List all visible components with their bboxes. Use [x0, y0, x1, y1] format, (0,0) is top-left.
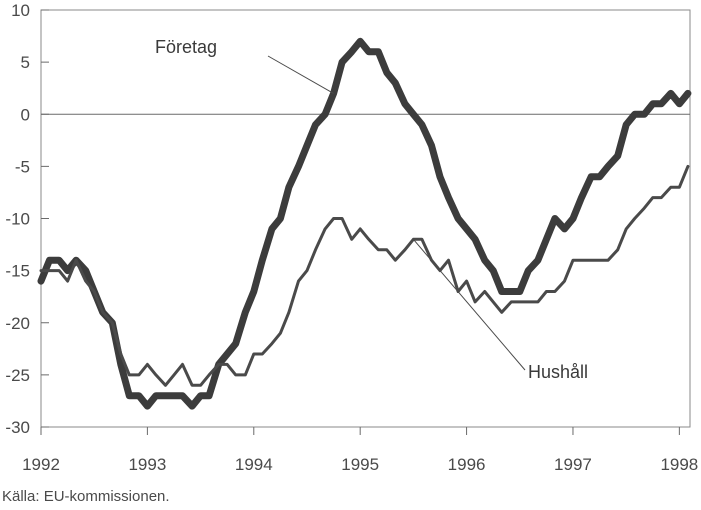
y-tick-label: -30 [5, 418, 30, 437]
annotations-layer: Företag Hushåll [155, 37, 588, 382]
x-tick-label: 1997 [554, 455, 592, 474]
series-label: Hushåll [528, 362, 588, 382]
annotation-leader-line [412, 239, 526, 371]
y-tick-label: -10 [5, 210, 30, 229]
x-axis: 1992 1993 1994 1995 1996 1997 1998 [22, 427, 698, 474]
x-tick-label: 1993 [128, 455, 166, 474]
y-tick-label: -25 [5, 366, 30, 385]
x-tick-label: 1998 [660, 455, 698, 474]
series-label: Företag [155, 37, 217, 57]
y-tick-label: -20 [5, 314, 30, 333]
plot-frame [40, 9, 691, 428]
source-note: Källa: EU-kommissionen. [2, 488, 170, 505]
x-tick-label: 1994 [235, 455, 273, 474]
y-tick-label: 0 [21, 105, 30, 124]
x-tick-label: 1995 [341, 455, 379, 474]
y-axis: 10 5 0 -5 -10 -15 -20 -25 -30 [5, 1, 49, 437]
annotation-leader-line [267, 55, 334, 94]
x-tick-label: 1996 [448, 455, 486, 474]
series-layer [37, 37, 692, 410]
y-tick-label: 5 [21, 53, 30, 72]
series-line-f-retag [37, 37, 692, 410]
y-tick-label: -15 [5, 262, 30, 281]
y-tick-label: -5 [15, 157, 30, 176]
series-line-hush-ll [39, 164, 690, 387]
y-tick-label: 10 [11, 1, 30, 20]
x-tick-label: 1992 [22, 455, 60, 474]
